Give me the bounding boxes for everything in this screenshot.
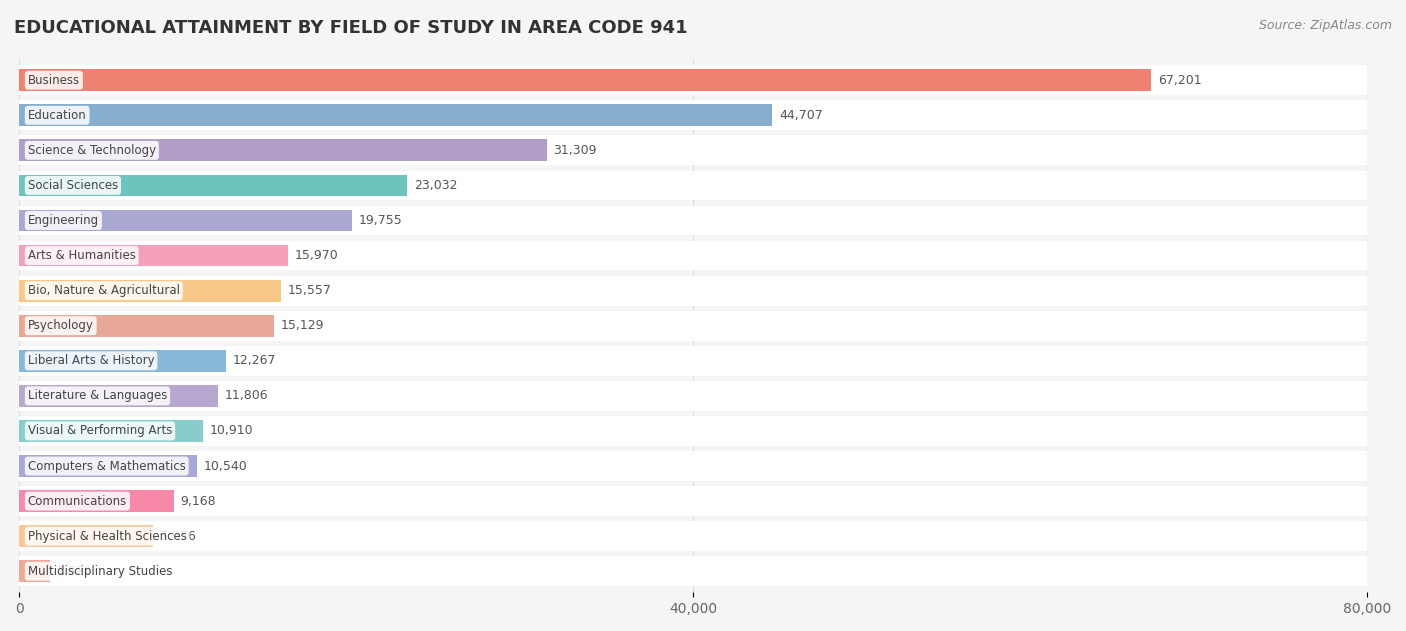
Bar xyxy=(20,385,218,407)
Bar xyxy=(20,486,1367,516)
Bar xyxy=(20,525,153,547)
Text: 44,707: 44,707 xyxy=(779,109,823,122)
Text: Arts & Humanities: Arts & Humanities xyxy=(28,249,135,262)
Bar xyxy=(20,490,174,512)
Text: 15,129: 15,129 xyxy=(281,319,325,333)
Text: Business: Business xyxy=(28,74,80,86)
Bar xyxy=(20,280,281,302)
Text: Communications: Communications xyxy=(28,495,127,507)
Text: Multidisciplinary Studies: Multidisciplinary Studies xyxy=(28,565,173,578)
Text: Liberal Arts & History: Liberal Arts & History xyxy=(28,354,155,367)
Text: 23,032: 23,032 xyxy=(413,179,457,192)
Text: Bio, Nature & Agricultural: Bio, Nature & Agricultural xyxy=(28,284,180,297)
Bar xyxy=(20,245,288,266)
Text: 7,956: 7,956 xyxy=(160,529,195,543)
Text: Literature & Languages: Literature & Languages xyxy=(28,389,167,403)
Text: 1,820: 1,820 xyxy=(56,565,93,578)
Bar xyxy=(20,560,51,582)
Bar xyxy=(20,557,1367,586)
Text: Physical & Health Sciences: Physical & Health Sciences xyxy=(28,529,187,543)
Bar xyxy=(20,276,1367,305)
Text: EDUCATIONAL ATTAINMENT BY FIELD OF STUDY IN AREA CODE 941: EDUCATIONAL ATTAINMENT BY FIELD OF STUDY… xyxy=(14,19,688,37)
Bar xyxy=(20,420,202,442)
Bar xyxy=(20,209,352,232)
Bar xyxy=(20,100,1367,130)
Text: 19,755: 19,755 xyxy=(359,214,402,227)
Bar xyxy=(20,170,1367,200)
Text: 15,970: 15,970 xyxy=(295,249,339,262)
Text: Science & Technology: Science & Technology xyxy=(28,144,156,157)
Bar xyxy=(20,175,408,196)
Bar xyxy=(20,416,1367,446)
Text: 15,557: 15,557 xyxy=(288,284,332,297)
Bar xyxy=(20,451,1367,481)
Bar xyxy=(20,104,772,126)
Text: Engineering: Engineering xyxy=(28,214,98,227)
Text: Visual & Performing Arts: Visual & Performing Arts xyxy=(28,425,172,437)
Bar xyxy=(20,136,1367,165)
Bar xyxy=(20,381,1367,411)
Text: 11,806: 11,806 xyxy=(225,389,269,403)
Text: 67,201: 67,201 xyxy=(1159,74,1202,86)
Text: Computers & Mathematics: Computers & Mathematics xyxy=(28,459,186,473)
Bar xyxy=(20,206,1367,235)
Bar xyxy=(20,139,547,162)
Text: 31,309: 31,309 xyxy=(554,144,598,157)
Bar xyxy=(20,521,1367,551)
Text: Psychology: Psychology xyxy=(28,319,94,333)
Bar xyxy=(20,350,226,372)
Text: 10,540: 10,540 xyxy=(204,459,247,473)
Bar xyxy=(20,346,1367,375)
Text: 9,168: 9,168 xyxy=(180,495,217,507)
Text: Education: Education xyxy=(28,109,87,122)
Bar xyxy=(20,455,197,477)
Bar xyxy=(20,65,1367,95)
Text: Source: ZipAtlas.com: Source: ZipAtlas.com xyxy=(1258,19,1392,32)
Text: Social Sciences: Social Sciences xyxy=(28,179,118,192)
Text: 12,267: 12,267 xyxy=(233,354,276,367)
Bar xyxy=(20,69,1152,91)
Bar xyxy=(20,315,274,336)
Bar xyxy=(20,240,1367,271)
Text: 10,910: 10,910 xyxy=(209,425,253,437)
Bar xyxy=(20,311,1367,341)
